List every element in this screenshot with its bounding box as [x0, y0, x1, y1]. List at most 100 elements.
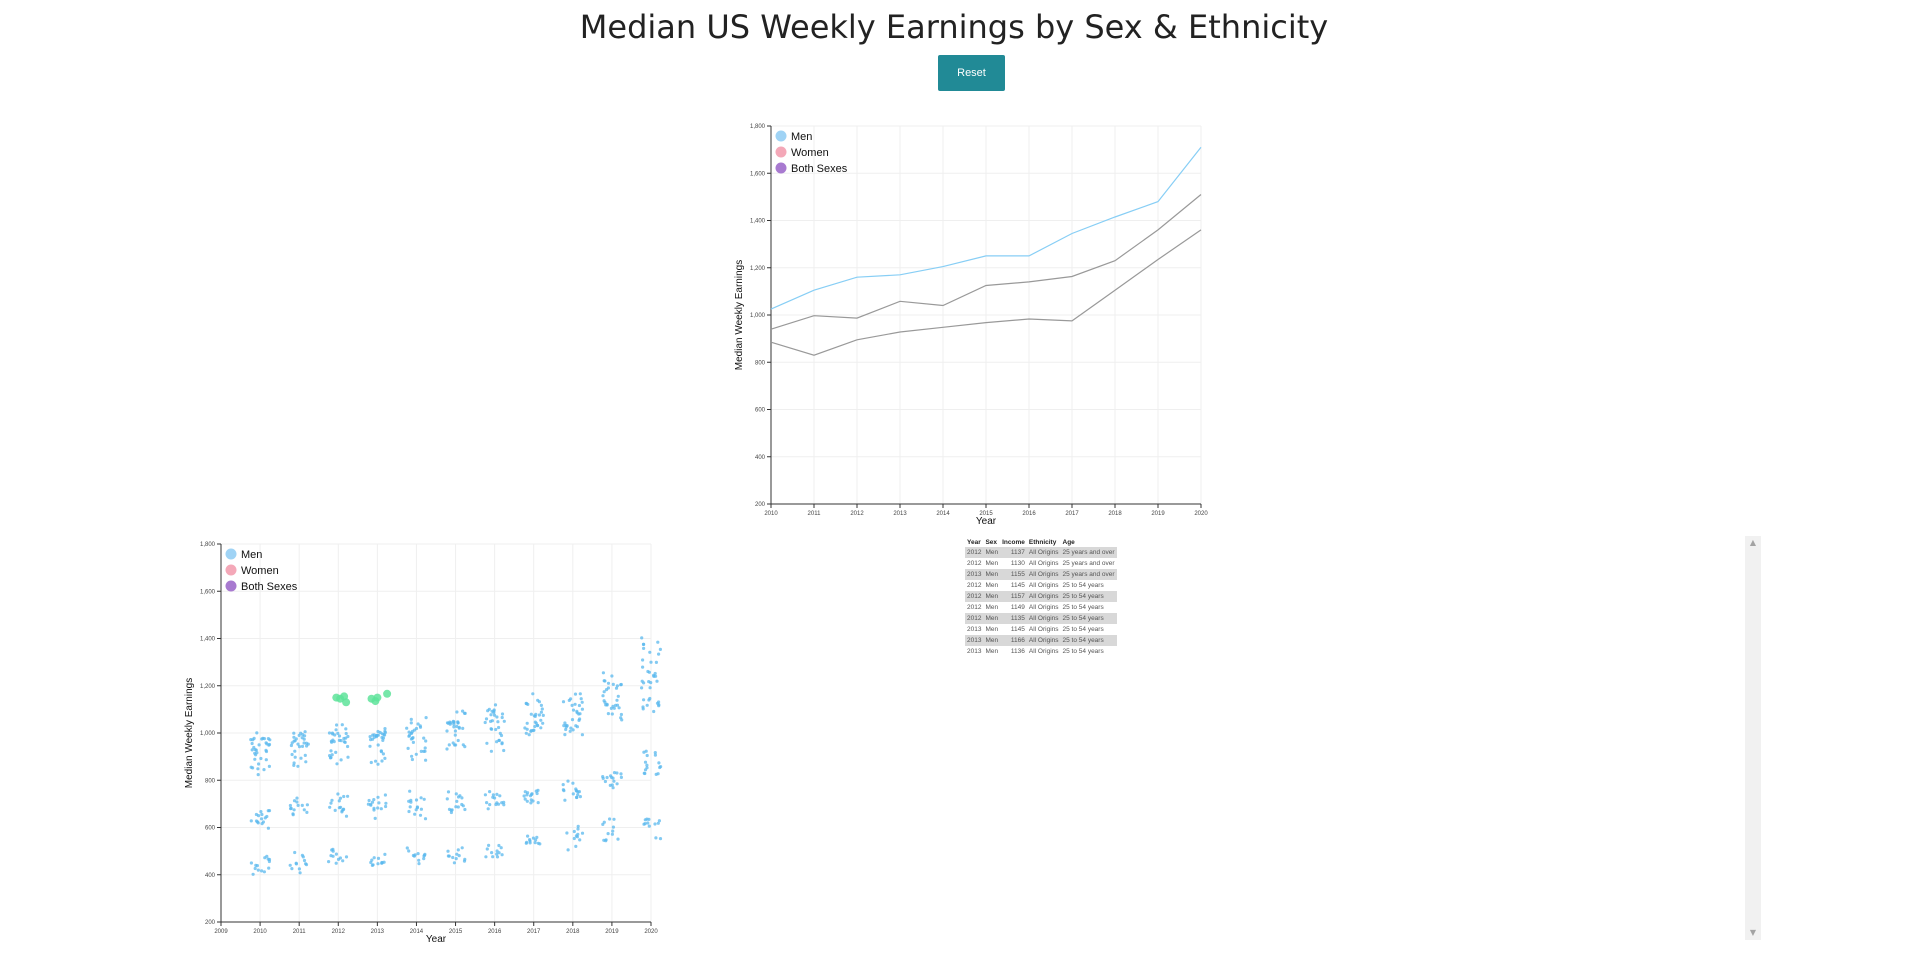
scatter-point	[292, 799, 297, 803]
scatter-point	[606, 832, 610, 836]
scatter-point	[299, 756, 303, 760]
table-cell: Men	[985, 648, 999, 655]
scatter-point	[485, 801, 489, 805]
table-cell: 1166	[1000, 635, 1027, 646]
line-chart-x-tick-label: 2010	[764, 511, 778, 517]
scatter-point	[333, 808, 337, 812]
table-header-cell: Age	[1062, 538, 1075, 546]
scroll-up-icon[interactable]: ▲	[1749, 538, 1757, 547]
scatter-point	[562, 789, 566, 793]
table-cell: 1157	[1000, 591, 1027, 602]
scatter-point	[615, 771, 619, 775]
scatter-point	[417, 858, 421, 862]
scatter-point	[305, 803, 309, 807]
scatter-point	[531, 799, 535, 803]
scatter-point	[256, 773, 260, 777]
scatter-point	[304, 760, 308, 764]
scatter-point	[447, 854, 451, 858]
line-chart-x-tick: 2010	[764, 504, 778, 517]
scatter-point	[304, 741, 309, 745]
scatter-point	[657, 652, 661, 656]
line-chart-x-tick-label: 2018	[1108, 511, 1122, 517]
scatter-point	[419, 807, 423, 811]
scatter-point	[250, 748, 254, 752]
scatter-point	[608, 817, 612, 821]
scatter-point	[615, 703, 620, 707]
scatter-point	[612, 771, 617, 775]
scatter-point	[379, 807, 383, 811]
scatter-point	[422, 797, 426, 801]
scatter-point	[575, 711, 579, 715]
line-chart-y-tick: 800	[755, 360, 771, 366]
scatter-chart-x-tick-label: 2013	[371, 929, 385, 935]
scatter-point	[409, 737, 413, 741]
scatter-point	[653, 753, 657, 757]
scatter-point	[329, 801, 333, 805]
scatter-point	[619, 716, 623, 720]
scatter-point	[524, 841, 528, 845]
scatter-point	[640, 686, 644, 690]
scrollbar[interactable]: ▲ ▼	[1745, 536, 1761, 940]
scatter-point	[416, 722, 420, 726]
scatter-point	[566, 848, 570, 852]
table-cell: 2012	[967, 560, 982, 567]
scatter-point	[446, 790, 451, 794]
line-chart-x-tick: 2014	[936, 504, 950, 517]
table-row: 2012 Men 1135 All Origins 25 to 54 years	[965, 613, 1117, 624]
scatter-chart-x-tick-label: 2012	[332, 929, 346, 935]
scatter-point	[327, 860, 331, 864]
table-cell: 25 to 54 years	[1060, 613, 1117, 624]
scatter-point	[575, 835, 579, 839]
scatter-chart-y-tick-label: 200	[205, 920, 216, 926]
scatter-point	[453, 729, 457, 733]
scatter-point	[645, 753, 649, 758]
scatter-point	[328, 754, 332, 758]
scatter-point	[541, 721, 545, 725]
scatter-point	[645, 763, 649, 767]
scatter-chart-y-tick-label: 800	[205, 778, 216, 784]
table-cell: All Origins	[1028, 560, 1059, 567]
table-cell: Men	[983, 569, 1001, 580]
table-cell: All Origins	[1026, 547, 1061, 558]
scatter-point	[536, 801, 540, 805]
scatter-chart-legend: Men Women Both Sexes	[225, 548, 298, 593]
scatter-point	[335, 723, 339, 727]
scatter-point	[641, 658, 645, 662]
scatter-point	[529, 729, 533, 733]
reset-button[interactable]: Reset	[938, 55, 1005, 91]
scatter-point	[455, 852, 459, 856]
scatter-point	[571, 781, 575, 785]
scatter-point	[574, 789, 578, 793]
scatter-point	[445, 797, 449, 801]
scatter-point	[499, 733, 504, 738]
scatter-point	[642, 681, 646, 685]
scatter-point	[656, 640, 660, 644]
scatter-chart-legend-swatch	[225, 580, 237, 592]
scatter-point	[264, 741, 268, 745]
scatter-point	[328, 805, 332, 809]
scatter-point	[540, 707, 544, 711]
scroll-down-icon[interactable]: ▼	[1749, 928, 1757, 937]
table-cell: 1145	[1010, 626, 1025, 633]
scatter-chart-x-tick-label: 2017	[527, 929, 541, 935]
scatter-point	[296, 803, 300, 807]
table-cell: 1135	[1000, 613, 1027, 624]
data-table-container: Year Sex Income Ethnicity Age 2012 Men 1137 All…	[965, 537, 1117, 657]
scatter-point	[255, 820, 260, 824]
scatter-point	[562, 724, 566, 728]
table-cell: All Origins	[1028, 604, 1059, 611]
scatter-point	[260, 737, 264, 741]
scatter-point	[534, 838, 538, 842]
scatter-point	[652, 709, 656, 714]
scatter-chart-y-tick: 600	[205, 826, 221, 832]
scatter-point	[253, 866, 257, 871]
scatter-point	[489, 749, 493, 753]
scatter-point	[453, 733, 457, 737]
scatter-point	[495, 715, 499, 719]
scatter-point	[500, 742, 504, 746]
scatter-point	[302, 808, 306, 812]
scatter-point	[619, 772, 623, 776]
scatter-point	[369, 760, 373, 765]
scatter-point	[335, 762, 339, 766]
scatter-point	[643, 768, 648, 772]
